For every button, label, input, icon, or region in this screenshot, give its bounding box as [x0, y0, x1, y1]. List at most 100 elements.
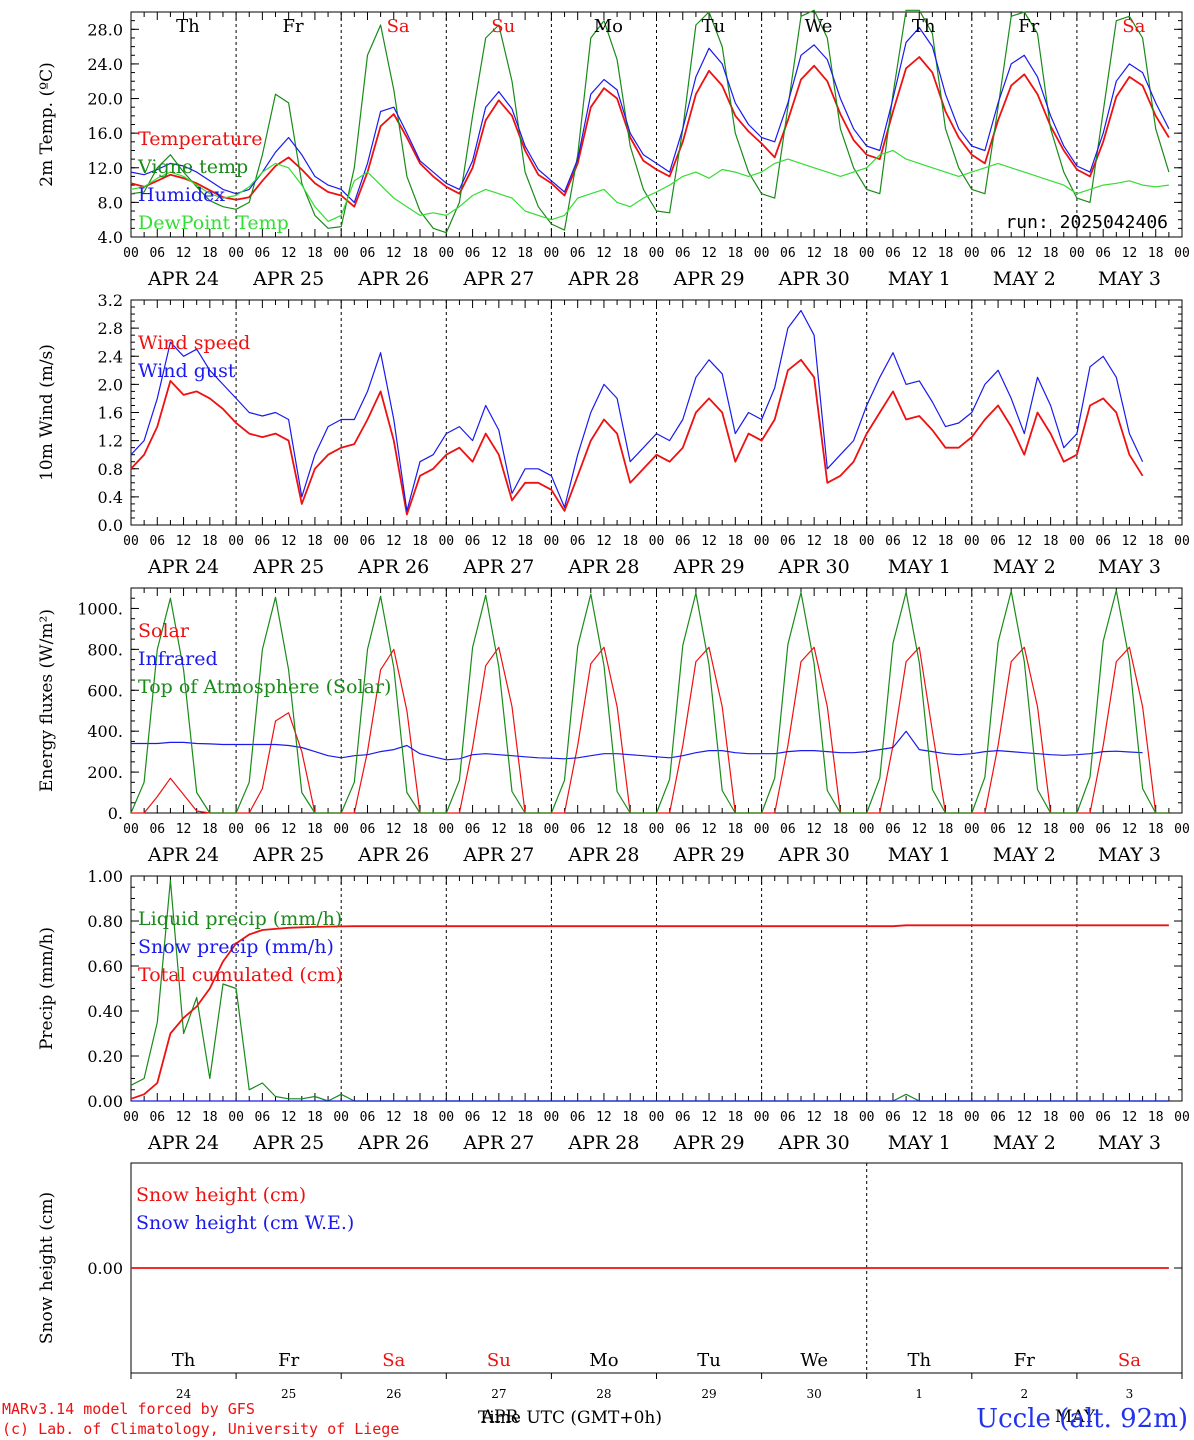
hour-tick-label: 06: [465, 246, 481, 261]
hour-tick-label: 00: [649, 1110, 665, 1125]
hour-tick-label: 06: [1095, 534, 1111, 549]
hour-tick-label: 18: [1043, 822, 1059, 837]
hour-tick-label: 00: [754, 246, 770, 261]
hour-tick-label: 18: [833, 246, 849, 261]
hour-tick-label: 00: [964, 822, 980, 837]
hour-tick-label: 00: [649, 534, 665, 549]
hour-tick-label: 06: [990, 822, 1006, 837]
hour-tick-label: 18: [412, 534, 428, 549]
hour-tick-label: 18: [1148, 246, 1164, 261]
day-name-label: Th: [907, 1350, 931, 1371]
day-name-label: Th: [176, 16, 200, 37]
date-label: APR 24: [147, 268, 219, 290]
date-label: APR 28: [567, 1132, 639, 1154]
hour-tick-label: 18: [307, 534, 323, 549]
y-tick-label: 24.0: [87, 55, 123, 74]
hour-tick-label: 06: [360, 822, 376, 837]
station-label: Uccle (alt. 92m): [976, 1404, 1188, 1434]
y-axis-title: Precip (mm/h): [37, 927, 57, 1050]
hour-tick-label: 06: [149, 1110, 165, 1125]
y-tick-label: 28.0: [87, 20, 123, 39]
hour-tick-label: 06: [885, 1110, 901, 1125]
day-name-label: Sa: [1118, 1350, 1141, 1371]
hour-tick-label: 12: [806, 534, 822, 549]
hour-tick-label: 00: [544, 1110, 560, 1125]
plot-frame: [130, 11, 1183, 238]
hour-tick-label: 18: [622, 1110, 638, 1125]
hour-tick-label: 00: [544, 822, 560, 837]
hour-tick-label: 00: [228, 246, 244, 261]
date-label: APR 25: [252, 556, 324, 578]
hour-tick-label: 12: [176, 246, 192, 261]
hour-tick-label: 18: [1148, 1110, 1164, 1125]
date-label: APR 30: [778, 268, 850, 290]
legend-entry: Wind gust: [138, 360, 236, 382]
hour-tick-label: 06: [255, 1110, 271, 1125]
day-number-label: 3: [1126, 1387, 1134, 1401]
hour-tick-label: 12: [176, 534, 192, 549]
legend-entry: Snow height (cm): [136, 1184, 306, 1206]
hour-tick-label: 12: [1017, 534, 1033, 549]
date-label: APR 26: [357, 1132, 429, 1154]
hour-tick-label: 18: [202, 1110, 218, 1125]
hour-tick-label: 06: [570, 1110, 586, 1125]
date-label: APR 26: [357, 268, 429, 290]
y-axis-title: 10m Wind (m/s): [37, 344, 57, 481]
hour-tick-label: 12: [1017, 246, 1033, 261]
hour-tick-label: 12: [281, 1110, 297, 1125]
hour-tick-label: 00: [438, 822, 454, 837]
hour-tick-label: 18: [1043, 534, 1059, 549]
hour-tick-label: 06: [780, 822, 796, 837]
hour-tick-label: 00: [228, 822, 244, 837]
hour-tick-label: 06: [780, 246, 796, 261]
hour-tick-label: 00: [649, 822, 665, 837]
day-number-label: 27: [491, 1387, 506, 1401]
panel-3: 0. 200. 400. 600. 800. 1000. Energy fluxes (W/…: [37, 587, 1190, 866]
y-tick-label: 3.2: [98, 291, 123, 310]
panel-2: 0.0 0.4 0.8 1.2 1.6 2.0 2.4 2.8 3.2 10m Wind (m/s…: [37, 291, 1190, 578]
hour-tick-label: 00: [1069, 822, 1085, 837]
date-label: APR 24: [147, 556, 219, 578]
legend-entry: Liquid precip (mm/h): [138, 908, 342, 930]
hour-tick-label: 00: [754, 1110, 770, 1125]
date-label: APR 24: [147, 1132, 219, 1154]
hour-tick-label: 12: [491, 534, 507, 549]
hour-tick-label: 12: [596, 246, 612, 261]
y-tick-label: 1.00: [87, 867, 123, 886]
hour-tick-label: 12: [1122, 534, 1138, 549]
hour-tick-label: 00: [438, 534, 454, 549]
hour-tick-label: 06: [570, 534, 586, 549]
hour-tick-label: 12: [176, 1110, 192, 1125]
hour-tick-label: 06: [149, 534, 165, 549]
series-line-vigne-temp: [130, 9, 1170, 234]
hour-tick-label: 18: [517, 534, 533, 549]
hour-tick-label: 12: [176, 822, 192, 837]
hour-tick-label: 00: [859, 534, 875, 549]
hour-tick-label: 00: [333, 822, 349, 837]
day-name-label: Su: [491, 16, 515, 37]
day-number-label: 30: [807, 1387, 822, 1401]
hour-tick-label: 12: [701, 822, 717, 837]
panel-1: 4.0 8.0 12.0 16.0 20.0 24.0 28.0 2m Temp. (ºC) T…: [37, 9, 1190, 290]
day-number-label: 25: [281, 1387, 296, 1401]
hour-tick-label: 06: [255, 822, 271, 837]
hour-tick-label: 18: [833, 534, 849, 549]
hour-tick-label: 18: [938, 246, 954, 261]
y-tick-label: 2.4: [98, 347, 123, 366]
hour-tick-label: 18: [938, 822, 954, 837]
series-line-humidex: [130, 27, 1170, 203]
hour-tick-label: 12: [911, 534, 927, 549]
date-label: MAY 2: [993, 1132, 1056, 1154]
hour-tick-label: 00: [544, 534, 560, 549]
series-line-dewpoint-temp: [130, 149, 1169, 222]
plot-frame: [130, 587, 1183, 814]
legend-entry: Temperature: [138, 128, 262, 150]
hour-tick-label: 00: [1069, 1110, 1085, 1125]
hour-tick-label: 18: [517, 822, 533, 837]
day-name-label: Fr: [1018, 16, 1039, 37]
hour-tick-label: 00: [228, 534, 244, 549]
hour-tick-label: 12: [1122, 246, 1138, 261]
y-axis-title: Snow height (cm): [37, 1192, 57, 1344]
hour-tick-label: 18: [517, 1110, 533, 1125]
day-name-label: Th: [172, 1350, 196, 1371]
